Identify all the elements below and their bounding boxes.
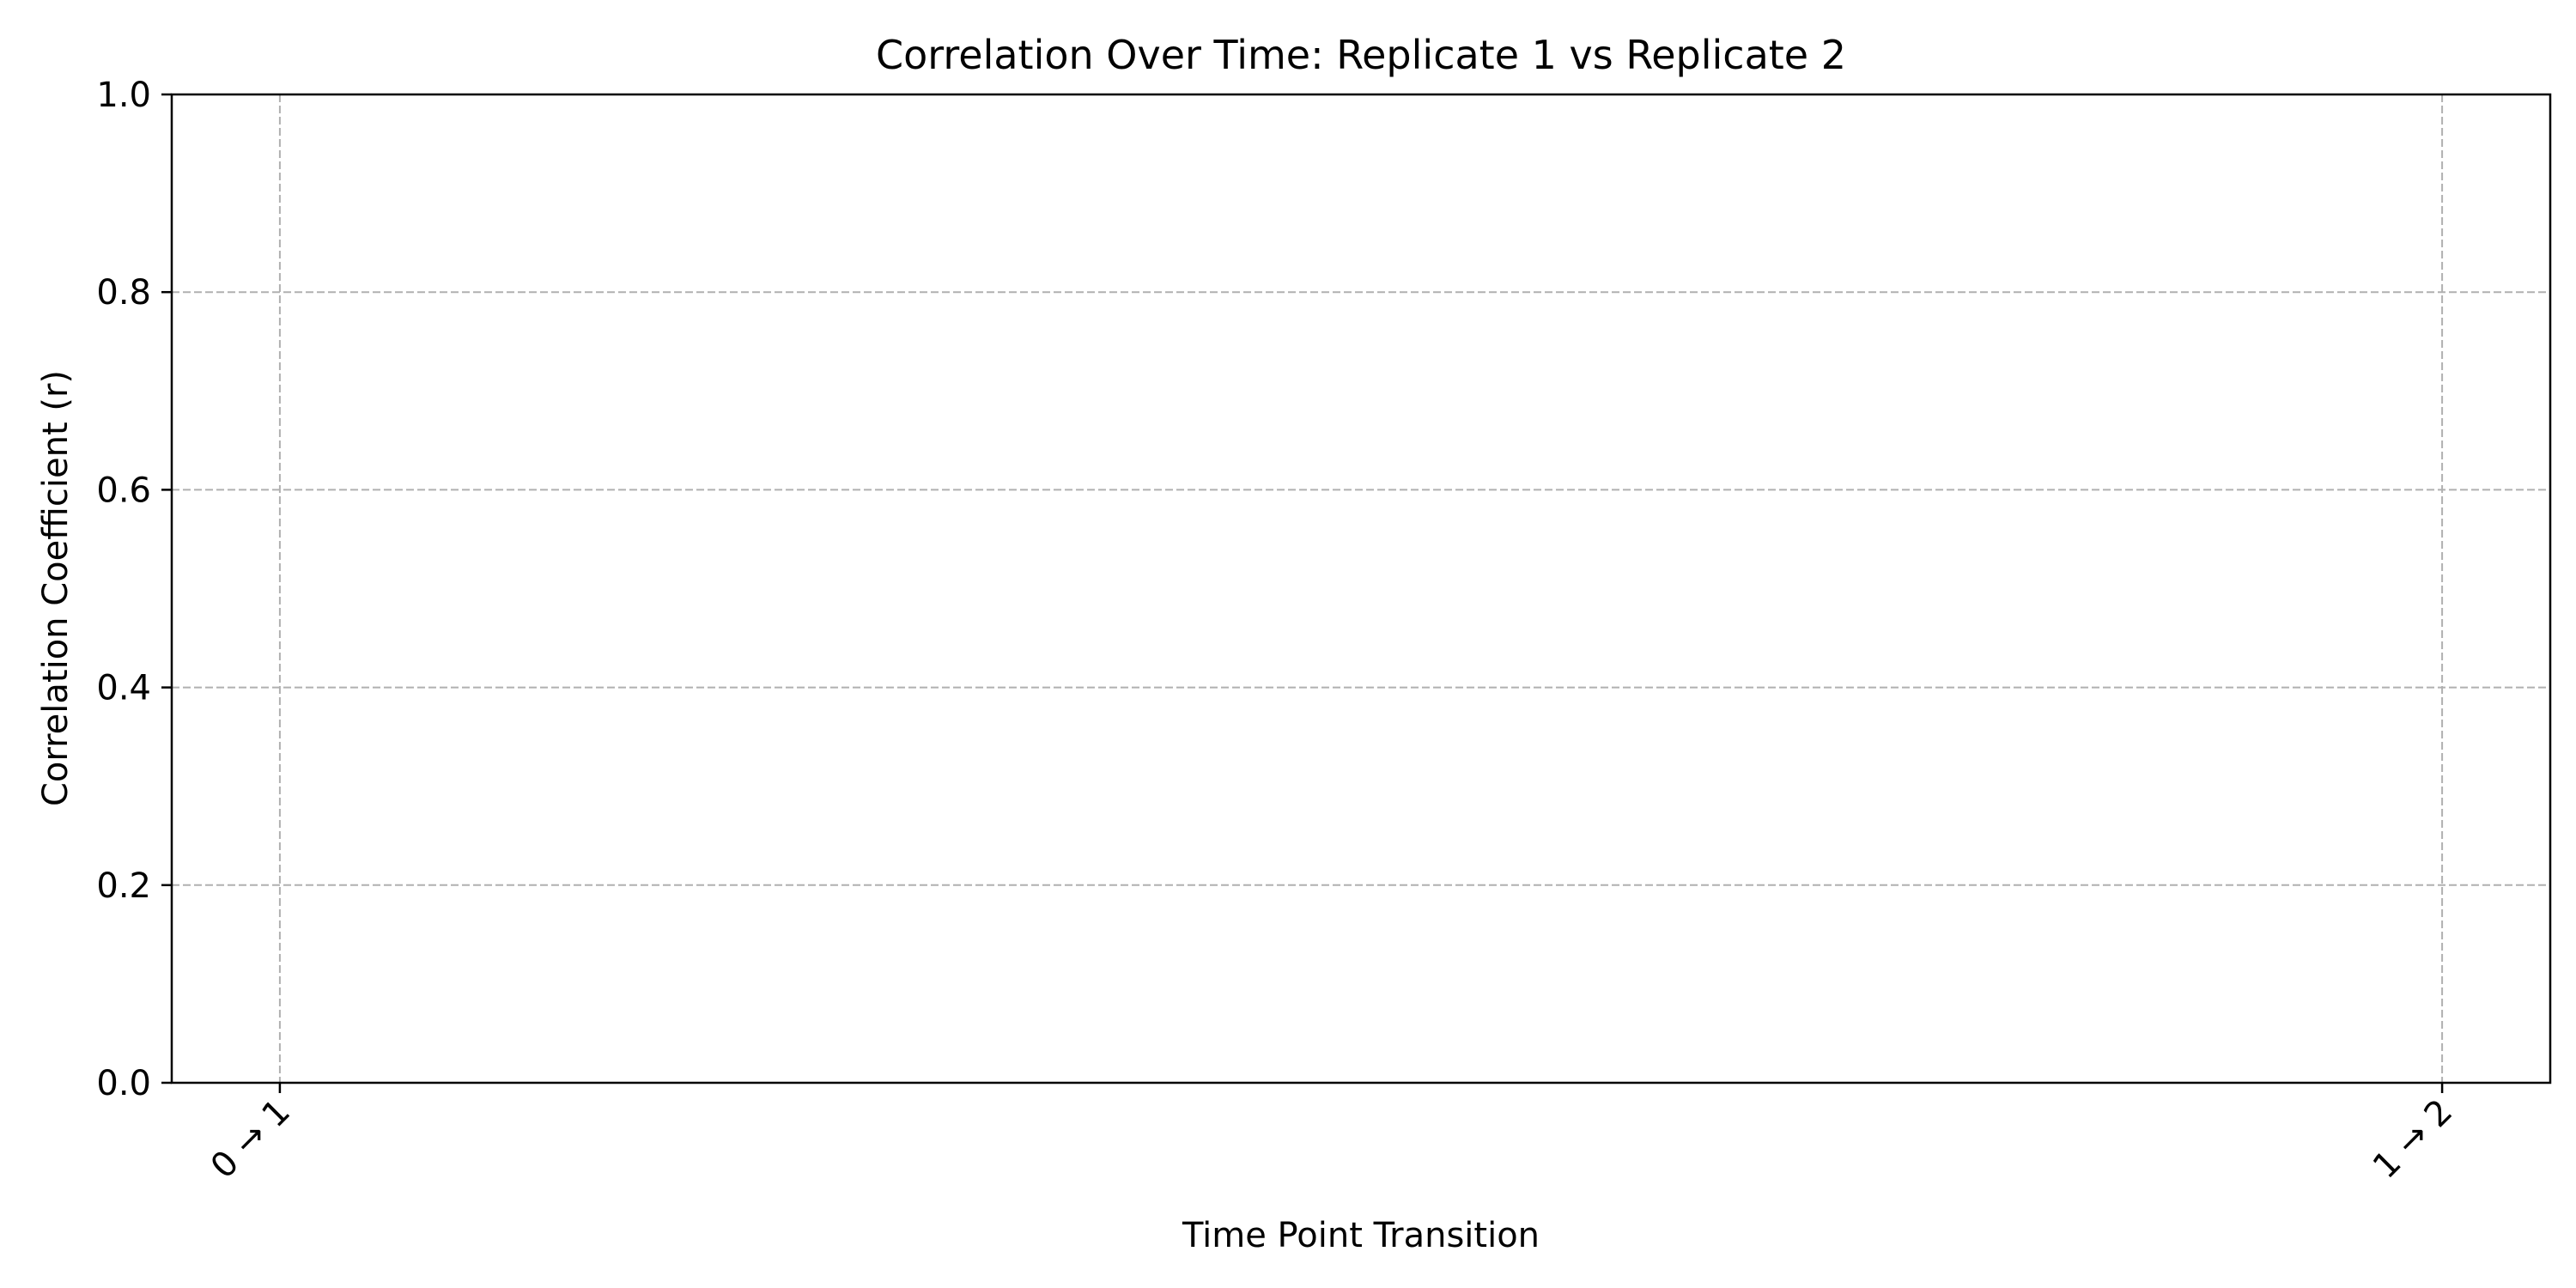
y-tick-label: 0.2 (96, 866, 151, 906)
y-tick-label: 0.4 (96, 669, 151, 708)
y-tick-label: 0.6 (96, 471, 151, 510)
gridlines (172, 94, 2550, 1083)
y-tick-label: 0.8 (96, 273, 151, 313)
x-tick-label: 0 → 1 (204, 1092, 298, 1187)
plot-area-frame (170, 93, 2552, 1084)
y-tick-label: 1.0 (96, 76, 151, 115)
chart-title: Correlation Over Time: Replicate 1 vs Re… (876, 32, 1846, 78)
y-tick-label: 0.0 (96, 1064, 151, 1103)
axis-ticks: 0.0 0.2 0.4 0.6 0.8 1.0 0 → 1 1 → 2 (96, 76, 2460, 1187)
x-tick-label: 1 → 2 (2366, 1092, 2460, 1187)
x-axis-label: Time Point Transition (1182, 1216, 1540, 1255)
y-axis-label: Correlation Coefficient (r) (36, 370, 76, 806)
